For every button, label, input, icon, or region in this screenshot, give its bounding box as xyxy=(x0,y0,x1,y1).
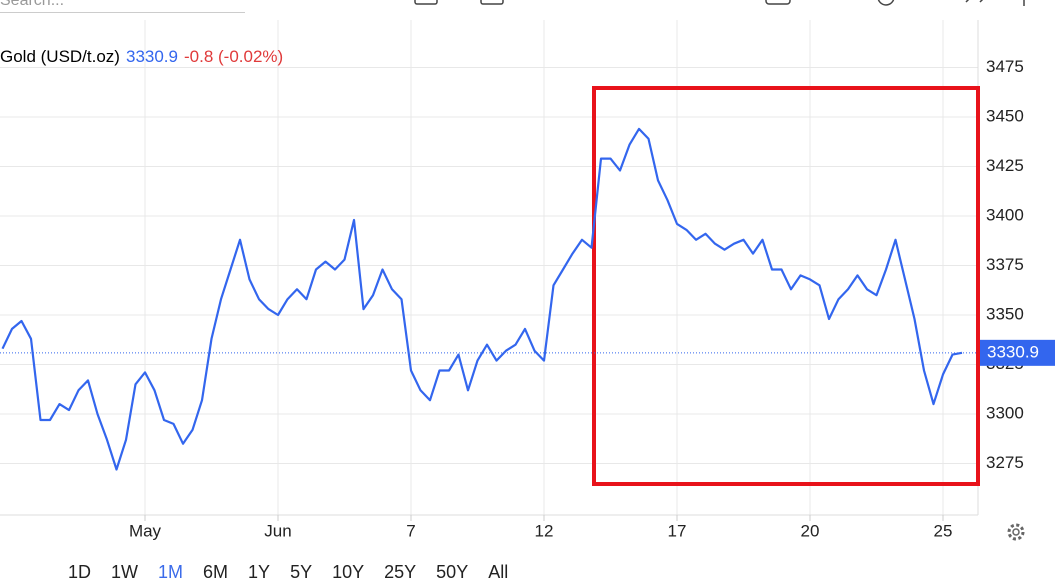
range-button[interactable]: 50Y xyxy=(436,562,469,582)
instrument-name: Gold (USD/t.oz) xyxy=(0,47,120,66)
settings-icon[interactable] xyxy=(1007,523,1025,541)
range-button[interactable]: 10Y xyxy=(332,562,365,582)
range-button[interactable]: 5Y xyxy=(290,562,313,582)
y-tick-label: 3475 xyxy=(986,57,1024,76)
price-change: -0.8 (-0.02%) xyxy=(183,47,284,66)
x-tick-label: May xyxy=(129,521,162,540)
y-tick-label: 3400 xyxy=(986,206,1024,225)
toolbar-icons xyxy=(414,0,1025,6)
y-tick-label: 3425 xyxy=(986,156,1024,175)
y-tick-label: 3350 xyxy=(986,305,1024,324)
x-tick-label: 7 xyxy=(406,521,415,540)
price-line xyxy=(1,127,963,471)
x-tick-label: 20 xyxy=(801,521,820,540)
range-button[interactable]: 1Y xyxy=(248,562,271,582)
range-button[interactable]: 1D xyxy=(68,562,92,582)
range-button[interactable]: 25Y xyxy=(384,562,417,582)
grid xyxy=(0,20,978,515)
x-tick-label: 17 xyxy=(668,521,687,540)
last-price-label: 3330.9 xyxy=(987,342,1039,361)
x-tick-label: Jun xyxy=(264,521,291,540)
last-price-tag xyxy=(980,339,1055,366)
highlight-box xyxy=(592,86,980,486)
x-tick-label: 25 xyxy=(934,521,953,540)
range-selector: 1D 1W 1M 6M 1Y 5Y 10Y 25Y 50Y All xyxy=(68,562,508,583)
y-tick-label: 3300 xyxy=(986,404,1024,423)
y-tick-label: 3275 xyxy=(986,453,1024,472)
header: Gold (USD/t.oz) 3330.9 -0.8 (-0.02%) xyxy=(0,47,289,67)
last-price: 3330.9 xyxy=(125,47,178,66)
range-button[interactable]: 1W xyxy=(111,562,139,582)
range-button[interactable]: All xyxy=(488,562,509,582)
x-tick-label: 12 xyxy=(535,521,554,540)
search-box[interactable]: Search... xyxy=(0,0,245,13)
y-tick-label: 3375 xyxy=(986,255,1024,274)
range-button[interactable]: 1M xyxy=(158,562,184,582)
range-button[interactable]: 6M xyxy=(203,562,229,582)
y-tick-label: 3450 xyxy=(986,107,1024,126)
